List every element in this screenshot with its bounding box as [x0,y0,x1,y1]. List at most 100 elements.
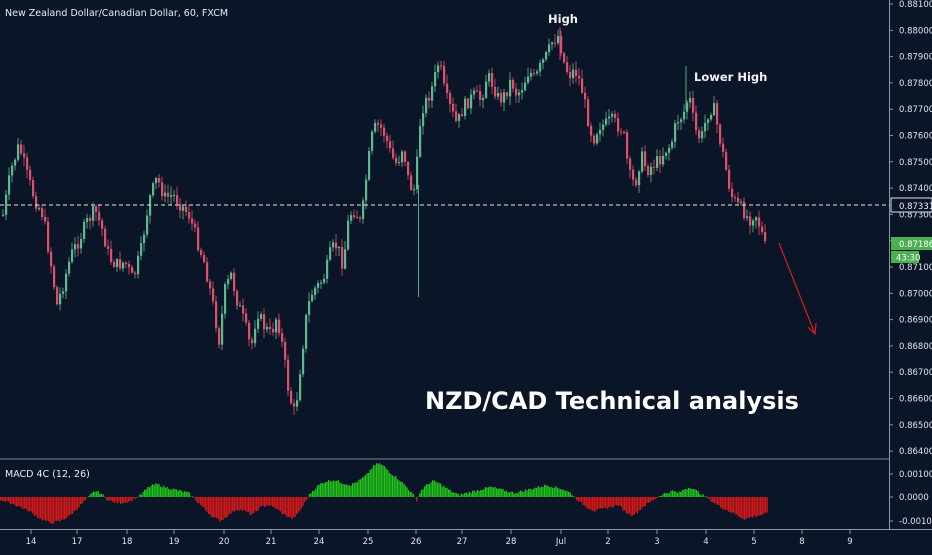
macd-bar [627,497,629,514]
macd-bar [355,482,357,497]
macd-bar [57,497,59,521]
macd-bar [398,480,400,497]
candle-body [224,284,227,314]
macd-bar [566,490,568,497]
time-tick-label: 3 [654,537,659,547]
candle-body [530,72,533,77]
time-tick-label: 21 [266,537,277,547]
macd-bar [536,487,538,497]
candle-body [302,348,305,375]
candle-body [482,97,485,101]
macd-bar [225,497,227,518]
price-tick-label: 0.86900 [899,316,932,326]
macd-bar [518,491,520,497]
candle-body [746,216,749,219]
candle-body [551,42,554,45]
candle-body [353,215,356,218]
candle-body [509,79,512,97]
macd-bar [16,497,18,507]
macd-bar [443,485,445,497]
macd-bar [748,497,751,518]
time-tick-label: 28 [506,537,517,547]
macd-bar [177,490,179,497]
macd-bar [475,491,477,497]
candle-body [257,318,260,329]
candle-body [59,293,62,305]
candle-body [404,151,407,162]
macd-bar [729,497,731,513]
macd-bar [444,487,447,497]
candle-body [713,103,716,115]
candle-body [485,81,488,98]
macd-bar [350,485,352,497]
macd-bar [614,497,616,506]
macd-bar [14,497,16,506]
macd-bar [96,491,98,497]
macd-bar [368,472,370,497]
candle-body [479,90,482,101]
macd-bar [404,485,407,497]
macd-bar [500,489,503,497]
macd-bar [185,491,187,497]
macd-bar [145,489,147,497]
macd-bar [683,489,685,497]
candle-body [524,82,527,91]
macd-bar [128,497,130,502]
macd-bar [246,497,248,513]
candle-body [590,125,593,136]
candle-body [335,242,338,249]
candle-body [293,403,296,407]
macd-bar [737,497,739,517]
candle-body [89,218,92,221]
candle-body [359,217,362,219]
macd-bar [400,481,402,497]
macd-bar [222,497,224,521]
macd-bar [492,487,495,497]
time-tick-label: 14 [26,537,37,547]
candle-body [455,111,458,122]
macd-bar [313,490,315,497]
macd-bar [216,497,218,518]
macd-bar [99,493,101,497]
macd-bar [32,497,34,514]
macd-bar [497,488,499,497]
headline-text: NZD/CAD Technical analysis [425,387,799,415]
candle-body [641,151,644,172]
macd-bar [286,497,288,518]
macd-bar [43,497,45,520]
candle-body [185,206,188,213]
macd-bar [609,497,611,507]
candle-body [347,220,350,250]
candle-body [605,118,608,125]
macd-bar [456,493,458,497]
macd-bar [193,497,195,498]
candle-body [647,166,650,176]
candle-body [488,73,491,82]
candle-body [362,200,365,219]
macd-bar [241,497,243,511]
candle-body [599,129,602,135]
macd-bar [260,497,263,506]
macd-bar [22,497,24,509]
candle-body [131,267,134,273]
macd-bar [624,497,626,511]
candle-body [287,359,290,391]
macd-bar [734,497,736,515]
candle-body [296,400,299,407]
candle-body [269,326,272,329]
candle-body [284,341,287,360]
time-axis[interactable]: 14 17 18 19 20 21 24 25 26 27 28 Jul 2 3 4 5 8 9 [26,530,853,547]
macd-bar [360,479,362,497]
macd-bar [694,489,696,497]
candle-body [464,98,467,116]
macd-bar [232,497,234,511]
macd-bar [643,497,645,507]
macd-bar [305,497,307,501]
macd-bar [649,497,651,503]
macd-bar [670,490,672,497]
macd-bar [376,463,378,497]
macd-bar [248,497,250,512]
macd-bar [171,489,173,497]
candle-body [671,141,674,148]
